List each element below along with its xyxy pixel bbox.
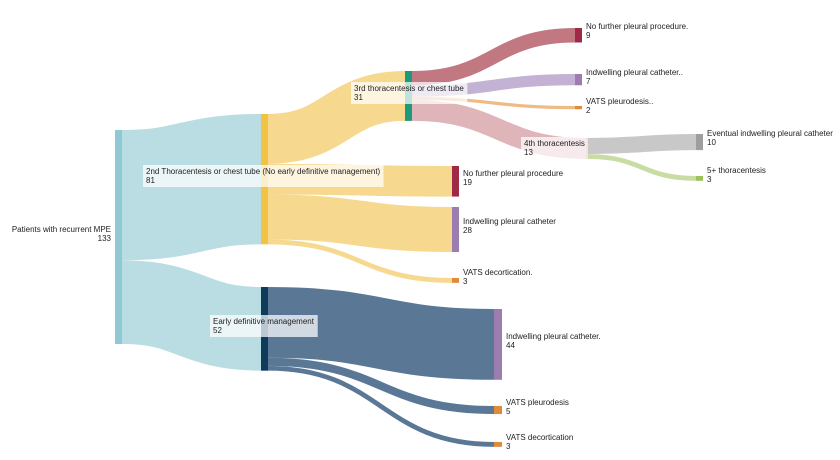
node-value-third: 31 [354, 93, 363, 102]
node-name-early: Early definitive management [213, 317, 315, 326]
node-value-fourth: 13 [524, 148, 533, 157]
label-background-second [143, 165, 384, 187]
node-label-ipc7: Indwelling pleural catheter..7 [586, 68, 683, 86]
node-value-ev10: 10 [707, 138, 716, 147]
link-early-to-vd3b [267, 365, 495, 447]
node-name-second: 2nd Thoracentesis or chest tube (No earl… [146, 167, 381, 176]
node-value-five3: 3 [707, 175, 712, 184]
label-background-early [210, 315, 318, 337]
node-vd3a [452, 278, 459, 283]
node-value-nf19: 19 [463, 178, 472, 187]
node-value-vd3b: 3 [506, 442, 511, 451]
node-label-vd3a: VATS decortication.3 [463, 268, 533, 286]
node-nf9 [575, 28, 582, 43]
node-value-root: 133 [98, 234, 112, 243]
node-ipc28 [452, 207, 459, 253]
node-name-ipc44: Indwelling pleural catheter. [506, 332, 601, 341]
node-name-vd3b: VATS decortication [506, 433, 573, 442]
node-name-vd3a: VATS decortication. [463, 268, 533, 277]
node-vd3b [494, 442, 502, 447]
node-ev10 [696, 134, 703, 151]
node-value-nf9: 9 [586, 31, 591, 40]
label-background-fourth [521, 137, 588, 159]
node-label-ipc44: Indwelling pleural catheter.44 [506, 332, 601, 350]
node-label-second: 2nd Thoracentesis or chest tube (No earl… [143, 165, 384, 187]
link-second-to-vd3a [267, 239, 453, 283]
node-name-third: 3rd thoracentesis or chest tube [354, 84, 464, 93]
node-root [115, 130, 122, 344]
node-name-vp2: VATS pleurodesis.. [586, 97, 653, 106]
node-value-second: 81 [146, 176, 155, 185]
node-name-ipc7: Indwelling pleural catheter.. [586, 68, 683, 77]
node-value-ipc7: 7 [586, 77, 591, 86]
link-second-to-ipc28 [267, 194, 453, 253]
node-vp2 [575, 106, 582, 110]
node-label-vp2: VATS pleurodesis..2 [586, 97, 653, 115]
node-vp5 [494, 406, 502, 415]
node-name-nf19: No further pleural procedure [463, 169, 564, 178]
node-name-nf9: No further pleural procedure. [586, 22, 688, 31]
label-background-third [351, 82, 468, 104]
node-name-ev10: Eventual indwelling pleural catheter [707, 129, 833, 138]
node-value-early: 52 [213, 326, 222, 335]
node-value-ipc28: 28 [463, 226, 472, 235]
node-name-ipc28: Indwelling pleural catheter [463, 217, 556, 226]
link-early-to-vp5 [267, 357, 495, 415]
node-name-root: Patients with recurrent MPE [12, 225, 111, 234]
node-ipc7 [575, 74, 582, 86]
node-ipc44 [494, 309, 502, 380]
link-fourth-to-five3 [587, 154, 697, 181]
node-name-fourth: 4th thoracentesis [524, 139, 585, 148]
node-name-five3: 5+ thoracentesis [707, 166, 766, 175]
node-value-vd3a: 3 [463, 277, 468, 286]
node-nf19 [452, 166, 459, 197]
node-name-vp5: VATS pleurodesis [506, 398, 569, 407]
node-label-nf9: No further pleural procedure.9 [586, 22, 688, 40]
node-value-vp2: 2 [586, 106, 591, 115]
node-five3 [696, 176, 703, 181]
link-third-to-nf9 [411, 28, 576, 86]
node-value-ipc44: 44 [506, 341, 515, 350]
node-value-vp5: 5 [506, 407, 511, 416]
link-fourth-to-ev10 [587, 133, 697, 155]
